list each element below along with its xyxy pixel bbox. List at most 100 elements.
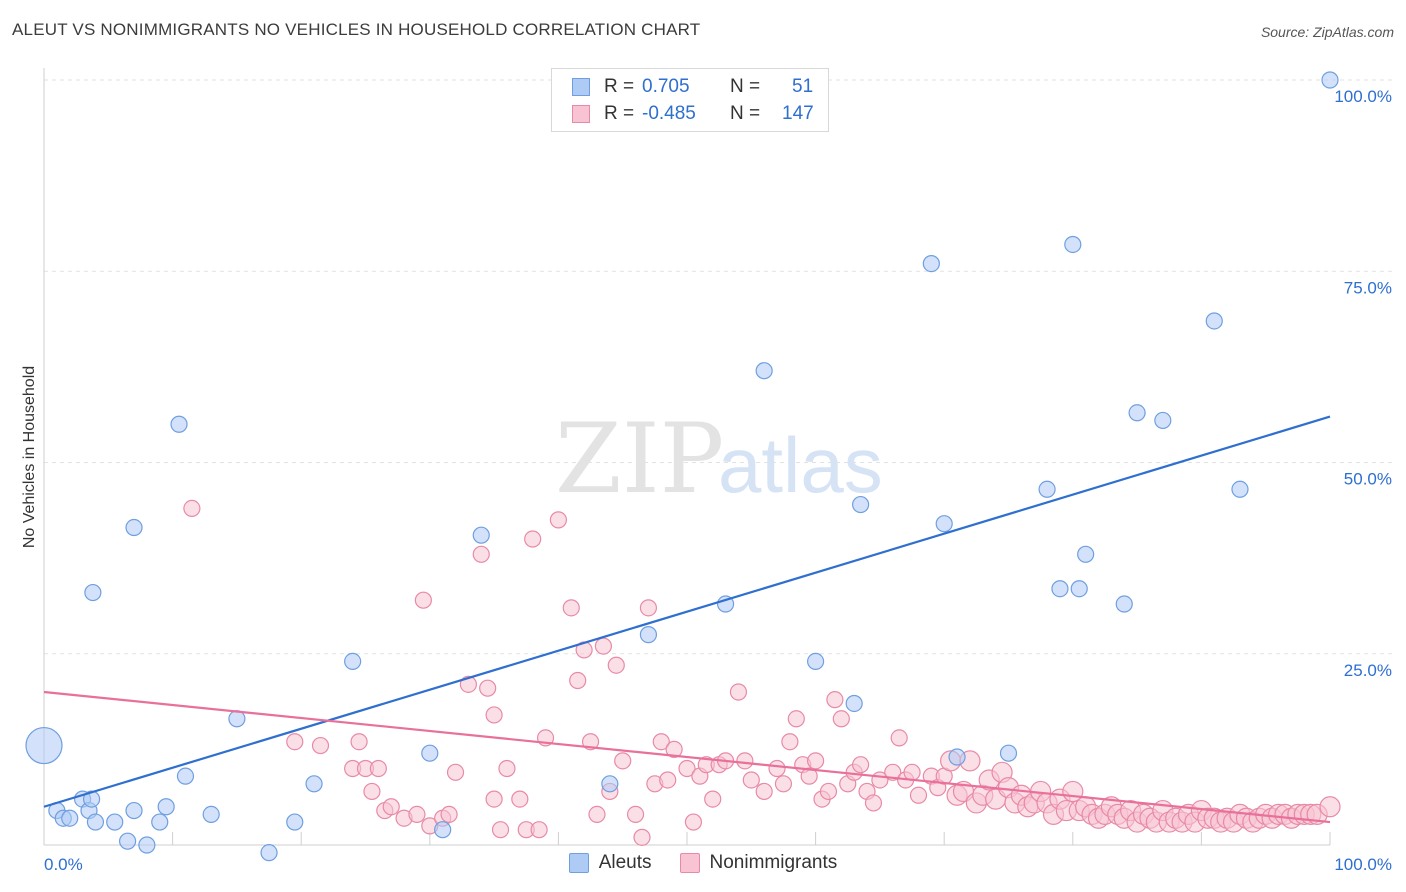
aleuts-point (106, 813, 124, 831)
nonimmigrants-point (819, 782, 838, 801)
aleuts-point (1128, 404, 1146, 422)
nonimmigrants-point (408, 805, 426, 824)
trend-lines (43, 415, 1331, 824)
nonimmigrants-point (363, 782, 381, 801)
aleuts-point (344, 652, 362, 671)
source-label: Source: ZipAtlas.com (1260, 24, 1394, 40)
nonimmigrants-point (768, 759, 786, 778)
nonimmigrants-point (742, 771, 760, 789)
nonimmigrants-point (806, 752, 825, 770)
nonimmigrants-point (479, 679, 497, 697)
legend-r-label: R = (604, 103, 635, 124)
watermark-zip: ZIP (555, 403, 724, 515)
aleuts-point (260, 844, 278, 862)
nonimmigrants-points (183, 499, 1341, 846)
y-axis-label: No Vehicles in Household (21, 366, 38, 548)
aleuts-point (845, 694, 863, 713)
legend-row-aleuts: R = 0.705 N = 51 (572, 73, 813, 101)
aleuts-point (1038, 480, 1056, 498)
legend-row-nonimmigrants: R = -0.485 N = 147 (572, 100, 814, 128)
aleuts-point (170, 415, 188, 433)
tick-labels: 25.0% 50.0% 75.0% 100.0% 0.0% 100.0% (44, 87, 1392, 874)
aleuts-point (1154, 411, 1172, 430)
nonimmigrants-point (562, 599, 580, 617)
nonimmigrants-point (864, 794, 883, 812)
nonimmigrants-point (491, 821, 510, 839)
aleuts-trend-line (43, 415, 1331, 808)
series-legend: Aleuts Nonimmigrants (0, 852, 1406, 874)
nonimmigrants-point (530, 821, 548, 839)
nonimmigrants-point (626, 805, 645, 824)
nonimmigrants-point (665, 740, 683, 758)
watermark-atlas: atlas (718, 421, 883, 509)
aleuts-point (639, 626, 658, 644)
aleuts-point (151, 813, 169, 831)
y-tick-label: 75.0% (1344, 278, 1392, 297)
aleuts-point (806, 652, 825, 671)
aleuts-point (472, 526, 490, 544)
x-tick-label: 100.0% (1334, 855, 1392, 874)
nonimmigrants-point (633, 828, 651, 846)
aleuts-point (86, 813, 105, 831)
aleuts-point (286, 813, 304, 831)
nonimmigrants-point (729, 683, 748, 701)
aleuts-point (125, 801, 143, 820)
nonimmigrants-point (755, 782, 773, 801)
aleuts-point (1231, 480, 1249, 498)
nonimmigrants-point (286, 733, 304, 751)
aleuts-point (138, 836, 156, 854)
aleuts-point (755, 362, 773, 380)
y-tick-label: 100.0% (1334, 87, 1392, 106)
series-legend-nonimmigrants: Nonimmigrants (679, 852, 837, 874)
aleuts-point (1070, 580, 1088, 598)
nonimmigrants-point (652, 733, 670, 751)
nonimmigrants-point (569, 671, 587, 690)
aleuts-point (1077, 545, 1095, 563)
legend-swatch-aleuts (572, 78, 590, 96)
grid-lines (44, 79, 1392, 655)
aleuts-point (948, 748, 966, 766)
aleuts-point (1064, 235, 1082, 254)
aleuts-points (25, 71, 1339, 862)
nonimmigrants-point (684, 813, 703, 831)
y-tick-label: 25.0% (1344, 661, 1392, 680)
nonimmigrants-point (909, 786, 928, 804)
x-tick-label: 0.0% (44, 855, 83, 874)
aleuts-point (601, 775, 619, 793)
legend-n-value: 147 (782, 103, 814, 124)
aleuts-point (202, 805, 220, 824)
nonimmigrants-point (852, 756, 870, 774)
nonimmigrants-point (800, 767, 818, 785)
nonimmigrants-point (781, 733, 799, 751)
aleuts-point (25, 726, 63, 765)
series-swatch-nonimmigrants (679, 853, 700, 873)
nonimmigrants-point (581, 733, 600, 751)
nonimmigrants-point (382, 798, 400, 816)
aleuts-point (434, 821, 452, 839)
nonimmigrants-point (485, 790, 503, 808)
aleuts-point (852, 495, 870, 514)
nonimmigrants-point (311, 736, 330, 755)
series-swatch-aleuts (568, 853, 589, 873)
aleuts-point (999, 744, 1018, 762)
legend-r-label: R = (604, 76, 635, 97)
chart-title: ALEUT VS NONIMMIGRANTS NO VEHICLES IN HO… (12, 20, 701, 39)
nonimmigrants-point (639, 599, 658, 617)
aleuts-point (305, 775, 323, 793)
legend-n-value: 51 (792, 76, 814, 97)
nonimmigrants-point (787, 710, 805, 728)
nonimmigrants-point (1319, 796, 1341, 818)
aleuts-point (84, 583, 102, 602)
nonimmigrants-point (594, 637, 613, 655)
nonimmigrants-point (678, 759, 696, 778)
nonimmigrants-point (774, 775, 793, 793)
nonimmigrants-point (524, 530, 542, 548)
nonimmigrants-point (472, 545, 490, 563)
nonimmigrants-point (614, 752, 632, 770)
legend-n-label: N = (730, 76, 761, 97)
legend-n-label: N = (730, 103, 761, 124)
aleuts-point (157, 798, 175, 816)
nonimmigrants-point (440, 805, 458, 824)
aleuts-point (1051, 580, 1069, 598)
